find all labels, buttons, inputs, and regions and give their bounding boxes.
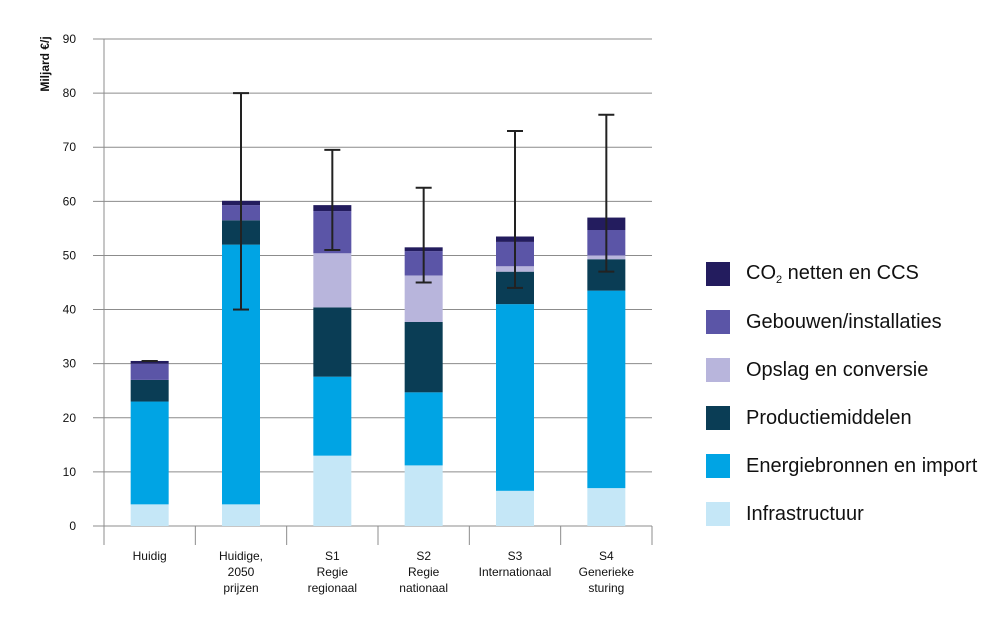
chart-legend: CO2 netten en CCS Gebouwen/installaties … — [706, 262, 977, 526]
y-tick-label: 80 — [63, 86, 77, 100]
bar-segment — [130, 401, 169, 505]
x-tick-label: Huidig — [133, 549, 167, 563]
legend-item-opslag: Opslag en conversie — [706, 358, 977, 382]
y-tick-label: 60 — [63, 194, 77, 208]
legend-item-gebouwen: Gebouwen/installaties — [706, 310, 977, 334]
legend-item-infrastructuur: Infrastructuur — [706, 502, 977, 526]
y-tick-label: 0 — [69, 519, 76, 533]
legend-label-opslag: Opslag en conversie — [746, 358, 929, 381]
bar-segment — [130, 504, 169, 526]
legend-label-energiebronnen: Energiebronnen en import — [746, 454, 978, 477]
legend-label-productie: Productiemiddelen — [746, 406, 912, 429]
x-tick-label: Internationaal — [479, 565, 552, 579]
x-tick-label: sturing — [588, 581, 624, 595]
y-tick-label: 20 — [63, 411, 77, 425]
bar-segment — [130, 363, 169, 380]
bar-segment — [222, 504, 260, 526]
legend-swatch-opslag — [706, 358, 730, 382]
x-tick-label: Huidige, — [219, 549, 263, 563]
bar-segment — [587, 488, 626, 526]
x-tick-label: nationaal — [399, 581, 448, 595]
y-tick-label: 40 — [63, 303, 77, 317]
legend-swatch-co2 — [706, 262, 730, 286]
y-tick-label: 30 — [63, 357, 77, 371]
bar-segment — [496, 304, 534, 491]
x-tick-label: prijzen — [223, 581, 258, 595]
legend-item-productie: Productiemiddelen — [706, 406, 977, 430]
x-tick-label: S3 — [508, 549, 523, 563]
legend-swatch-productie — [706, 406, 730, 430]
y-tick-label: 90 — [63, 32, 77, 46]
x-tick-label: Generieke — [579, 565, 635, 579]
legend-label-infrastructuur: Infrastructuur — [746, 502, 864, 525]
bar-segment — [313, 376, 352, 456]
legend-label-co2: CO2 netten en CCS — [746, 262, 919, 286]
x-tick-label: S4 — [599, 549, 614, 563]
y-tick-label: 70 — [63, 140, 77, 154]
bar-segment — [496, 490, 534, 526]
legend-label-gebouwen: Gebouwen/installaties — [746, 310, 942, 333]
legend-item-co2: CO2 netten en CCS — [706, 262, 977, 286]
bar-segment — [313, 253, 352, 308]
bar-segment — [587, 290, 626, 489]
bar-segment — [313, 455, 352, 526]
legend-swatch-energiebronnen — [706, 454, 730, 478]
y-axis-label: Miljard €/j — [38, 36, 52, 91]
y-tick-label: 50 — [63, 248, 77, 262]
x-tick-label: Regie — [408, 565, 440, 579]
x-tick-label: Regie — [317, 565, 349, 579]
x-tick-label: 2050 — [228, 565, 255, 579]
legend-swatch-gebouwen — [706, 310, 730, 334]
y-tick-label: 10 — [63, 465, 77, 479]
legend-swatch-infrastructuur — [706, 502, 730, 526]
legend-item-energiebronnen: Energiebronnen en import — [706, 454, 977, 478]
x-tick-label: S2 — [416, 549, 431, 563]
bar-segment — [130, 379, 169, 402]
bar-segment — [313, 307, 352, 377]
bar-segment — [404, 392, 443, 466]
bar-segment — [404, 465, 443, 526]
bar-segment — [404, 322, 443, 393]
bar-segment — [130, 360, 169, 364]
x-tick-label: regionaal — [308, 581, 357, 595]
x-tick-label: S1 — [325, 549, 340, 563]
